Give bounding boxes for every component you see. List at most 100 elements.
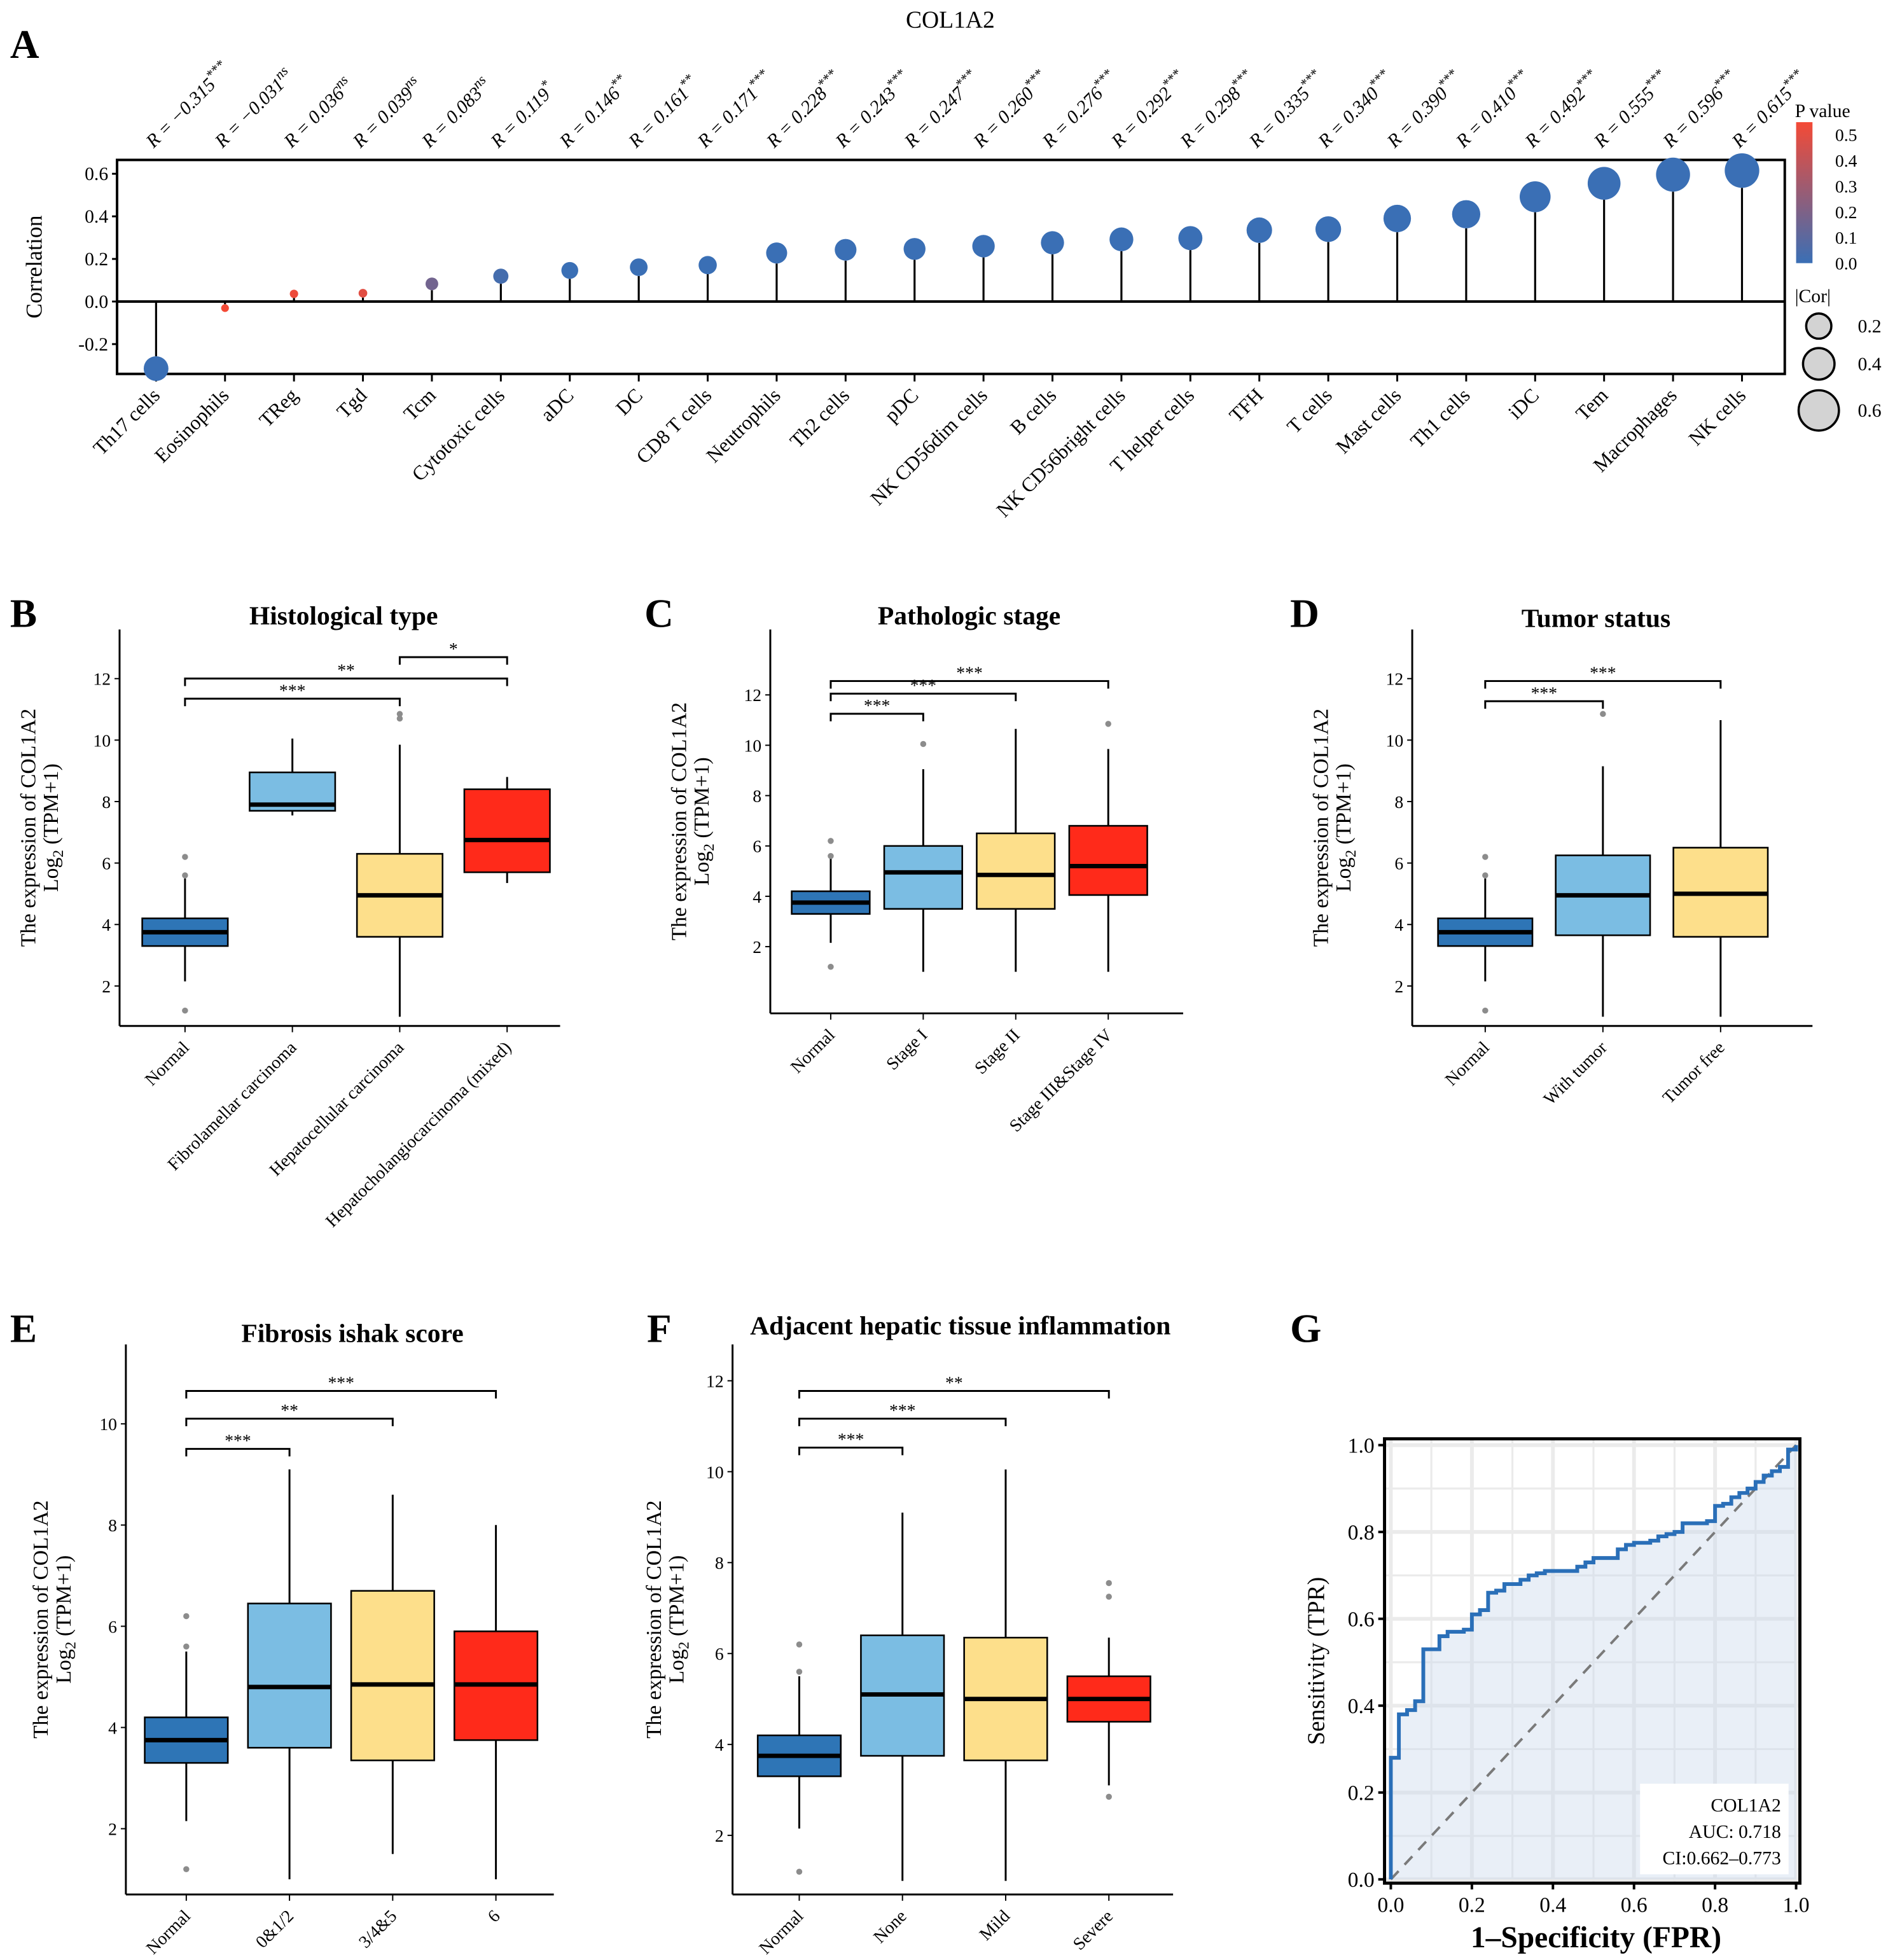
- y-tick-label: 4: [102, 915, 111, 935]
- outlier-point: [1600, 711, 1606, 718]
- x-tick-label: Tcm: [399, 384, 440, 424]
- lollipop-point: [835, 239, 857, 261]
- x-tick-label: Severe: [1069, 1906, 1116, 1954]
- x-tick-label: iDC: [1504, 384, 1543, 424]
- panel-title: Adjacent hepatic tissue inflammation: [750, 1310, 1170, 1340]
- y-tick-label: 8: [1394, 792, 1403, 812]
- y-axis-label: The expression of COL1A2: [1309, 709, 1333, 947]
- outlier-point: [182, 854, 188, 860]
- y-tick-label: 0.8: [1348, 1521, 1375, 1545]
- panel-title: Tumor status: [1522, 603, 1670, 632]
- y-axis-label-unit: Log2 (TPM+1): [1332, 763, 1359, 892]
- x-tick-label: 6: [483, 1906, 504, 1926]
- panel-label-c: C: [644, 591, 674, 636]
- x-tick-label: Neutrophils: [702, 384, 784, 467]
- r-label: R = 0.161**: [622, 71, 704, 153]
- y-tick-label: 0.0: [1348, 1868, 1375, 1892]
- outlier-point: [1482, 854, 1489, 860]
- significance-label: ***: [910, 675, 937, 695]
- x-tick-label: None: [870, 1906, 910, 1947]
- box-hepatocellular-carcinoma: [356, 711, 443, 1017]
- lollipop-point: [903, 238, 926, 260]
- significance-label: **: [945, 1373, 963, 1393]
- y-axis-label: The expression of COL1A2: [667, 702, 691, 940]
- colorbar-tick-label: 0.2: [1835, 202, 1857, 222]
- box-stage-ii: [976, 728, 1056, 972]
- x-tick-label: Stage I: [882, 1025, 931, 1074]
- lollipop-point: [972, 235, 995, 258]
- box-iqr: [247, 1602, 332, 1749]
- x-tick-label: Normal: [142, 1906, 194, 1958]
- y-axis-label: The expression of COL1A2: [17, 709, 40, 947]
- figure-title: COL1A2: [906, 8, 995, 34]
- lollipop-point: [1041, 231, 1064, 254]
- size-key-circle: [1797, 389, 1840, 432]
- y-axis-label: Correlation: [21, 215, 46, 318]
- box-mild: [963, 1469, 1048, 1881]
- box-fibrolamellar-carcinoma: [249, 738, 337, 816]
- r-label: R = 0.083ns: [415, 72, 495, 152]
- y-tick-label: 12: [1386, 669, 1404, 689]
- significance-label: ***: [279, 680, 306, 700]
- outlier-point: [828, 852, 834, 859]
- r-label: R = 0.119*: [484, 77, 559, 152]
- outlier-point: [828, 963, 834, 970]
- box-iqr: [976, 832, 1056, 910]
- significance-label: *: [449, 639, 458, 658]
- lollipop-point: [1246, 217, 1272, 243]
- box-tumor-free: [1672, 719, 1769, 1017]
- outlier-point: [796, 1669, 803, 1675]
- panel-label-g: G: [1290, 1306, 1321, 1351]
- y-tick-label: 0.2: [1348, 1782, 1375, 1805]
- lollipop-point: [289, 289, 298, 298]
- r-label: R = 0.555***: [1587, 66, 1673, 152]
- outlier-point: [1105, 721, 1111, 727]
- panel-b: Histological type 2 4 6 8 10 12 The expression …: [17, 601, 560, 1231]
- significance-label: **: [281, 1400, 298, 1420]
- x-tick-label: 0&1/2: [251, 1906, 297, 1952]
- r-label: R = 0.335***: [1242, 66, 1328, 152]
- x-tick-label: With tumor: [1539, 1038, 1611, 1109]
- x-tick-label: Mast cells: [1331, 384, 1405, 458]
- r-label: R = 0.039ns: [346, 72, 426, 152]
- y-tick-label: 0.4: [1348, 1695, 1375, 1718]
- legend-box: [1640, 1783, 1789, 1875]
- lollipop-point: [1109, 227, 1134, 251]
- r-label: R = 0.596***: [1656, 66, 1742, 152]
- legend-title: |Cor|: [1795, 286, 1831, 307]
- lollipop-point: [561, 261, 578, 279]
- lollipop-point: [1656, 157, 1690, 192]
- y-tick-label: 10: [706, 1462, 724, 1482]
- y-axis-label-unit: Log2 (TPM+1): [39, 763, 67, 892]
- outlier-point: [183, 1613, 190, 1620]
- r-label: R = 0.228***: [760, 66, 845, 152]
- outlier-point: [183, 1643, 190, 1650]
- y-axis-label: The expression of COL1A2: [29, 1500, 53, 1738]
- x-tick-label: Normal: [1441, 1037, 1493, 1089]
- x-tick-label: NK CD56bright cells: [992, 384, 1130, 522]
- lollipop-point: [358, 289, 368, 298]
- y-tick-label: 10: [93, 730, 111, 750]
- plot-frame: [116, 158, 1786, 375]
- size-key-label: 0.6: [1858, 401, 1882, 421]
- x-tick-label: TReg: [255, 384, 303, 431]
- colorbar-tick-label: 0.1: [1835, 228, 1857, 247]
- x-tick-label: aDC: [536, 384, 578, 426]
- y-tick-label: 4: [108, 1718, 117, 1737]
- colorbar-tick-label: 0.5: [1835, 125, 1857, 145]
- x-tick-label: Tgd: [333, 384, 371, 422]
- lollipop-point: [1315, 216, 1342, 242]
- box-iqr: [463, 788, 551, 873]
- outlier-point: [1106, 1580, 1112, 1587]
- panel-label-a: A: [10, 22, 39, 67]
- r-label: R = 0.298***: [1174, 66, 1260, 152]
- panel-label-f: F: [647, 1306, 672, 1351]
- size-key-label: 0.2: [1858, 316, 1882, 337]
- r-label: R = 0.260***: [967, 66, 1053, 152]
- x-tick-label: 3/4&5: [355, 1906, 401, 1952]
- x-tick-label: Normal: [755, 1906, 807, 1958]
- x-tick-label: Tumor free: [1658, 1038, 1728, 1108]
- panel-e: Fibrosis ishak score 2 4 6 8 10 The expression…: [29, 1318, 554, 1958]
